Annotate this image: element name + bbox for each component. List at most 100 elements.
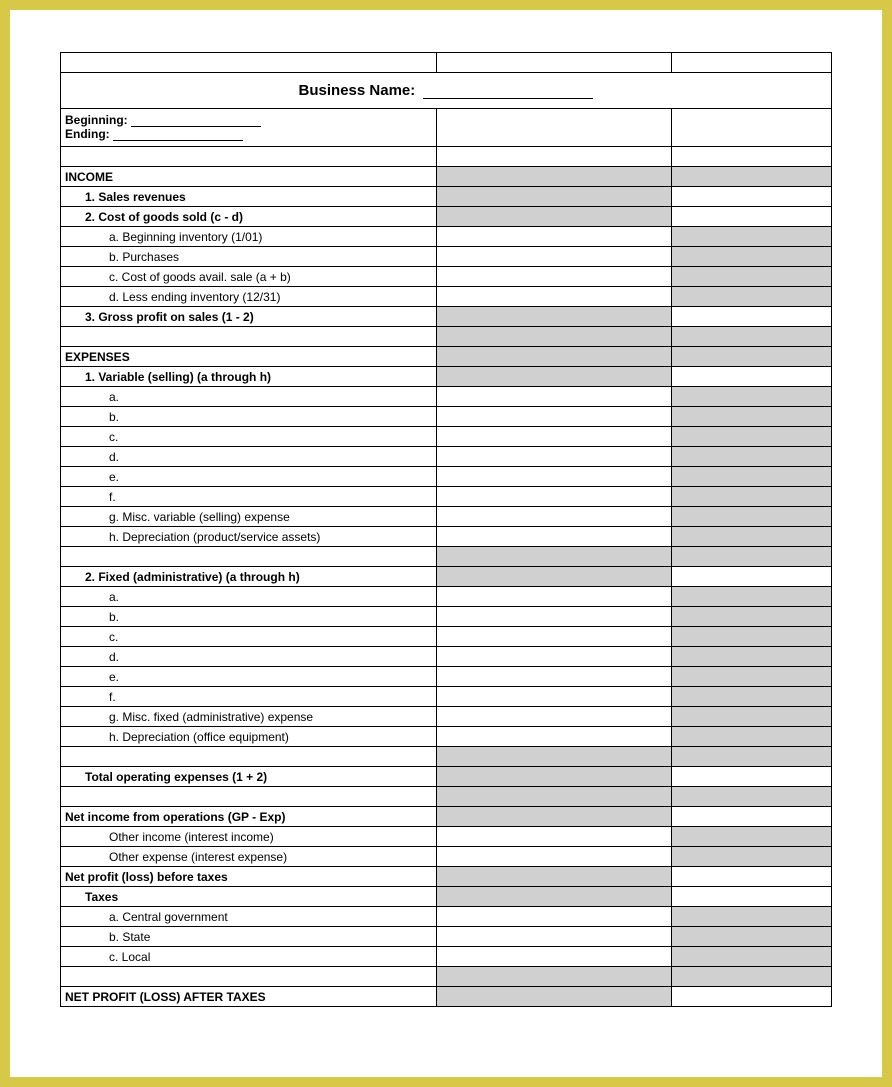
ending-inventory-value[interactable] — [437, 287, 672, 307]
title-row: Business Name: — [61, 73, 832, 109]
fix-b-label: b. — [61, 607, 437, 627]
fixed-total-value[interactable] — [672, 567, 832, 587]
var-e-row: e. — [61, 467, 832, 487]
var-g-row: g. Misc. variable (selling) expense — [61, 507, 832, 527]
var-a-label: a. — [61, 387, 437, 407]
variable-total-value[interactable] — [672, 367, 832, 387]
cost-avail-value[interactable] — [437, 267, 672, 287]
begin-inventory-row: a. Beginning inventory (1/01) — [61, 227, 832, 247]
fix-c-label: c. — [61, 627, 437, 647]
net-before-taxes-value[interactable] — [672, 867, 832, 887]
ending-inventory-row: d. Less ending inventory (12/31) — [61, 287, 832, 307]
blank-row — [61, 547, 832, 567]
var-e-label: e. — [61, 467, 437, 487]
fix-a-label: a. — [61, 587, 437, 607]
other-expense-row: Other expense (interest expense) — [61, 847, 832, 867]
total-op-exp-row: Total operating expenses (1 + 2) — [61, 767, 832, 787]
business-name-blank[interactable] — [423, 85, 593, 99]
gross-profit-label: 3. Gross profit on sales (1 - 2) — [61, 307, 437, 327]
var-c-label: c. — [61, 427, 437, 447]
other-expense-label: Other expense (interest expense) — [61, 847, 437, 867]
var-g-label: g. Misc. variable (selling) expense — [61, 507, 437, 527]
var-d-label: d. — [61, 447, 437, 467]
ending-label: Ending: — [65, 127, 110, 141]
fix-g-label: g. Misc. fixed (administrative) expense — [61, 707, 437, 727]
blank-row — [61, 53, 832, 73]
fix-c-row: c. — [61, 627, 832, 647]
taxes-row: Taxes — [61, 887, 832, 907]
fix-e-label: e. — [61, 667, 437, 687]
blank-row — [61, 747, 832, 767]
document-page: Business Name: Beginning: Ending: INCOME… — [10, 10, 882, 1077]
cogs-value[interactable] — [672, 207, 832, 227]
var-h-row: h. Depreciation (product/service assets) — [61, 527, 832, 547]
var-f-label: f. — [61, 487, 437, 507]
tax-local-row: c. Local — [61, 947, 832, 967]
cogs-row: 2. Cost of goods sold (c - d) — [61, 207, 832, 227]
variable-title: 1. Variable (selling) (a through h) — [61, 367, 437, 387]
net-before-taxes-label: Net profit (loss) before taxes — [61, 867, 437, 887]
net-income-ops-value[interactable] — [672, 807, 832, 827]
expenses-header-row: EXPENSES — [61, 347, 832, 367]
fix-e-row: e. — [61, 667, 832, 687]
other-income-label: Other income (interest income) — [61, 827, 437, 847]
tax-local-label: c. Local — [61, 947, 437, 967]
sales-revenues-label: 1. Sales revenues — [61, 187, 437, 207]
gross-profit-row: 3. Gross profit on sales (1 - 2) — [61, 307, 832, 327]
other-income-row: Other income (interest income) — [61, 827, 832, 847]
var-b-row: b. — [61, 407, 832, 427]
net-after-taxes-row: NET PROFIT (LOSS) AFTER TAXES — [61, 987, 832, 1007]
total-op-exp-value[interactable] — [672, 767, 832, 787]
beginning-blank[interactable] — [131, 115, 261, 127]
income-statement-table: Business Name: Beginning: Ending: INCOME… — [60, 52, 832, 1007]
expenses-title: EXPENSES — [61, 347, 437, 367]
purchases-label: b. Purchases — [61, 247, 437, 267]
fix-a-row: a. — [61, 587, 832, 607]
cost-avail-row: c. Cost of goods avail. sale (a + b) — [61, 267, 832, 287]
income-title: INCOME — [61, 167, 437, 187]
beginning-label: Beginning: — [65, 113, 128, 127]
taxes-value[interactable] — [672, 887, 832, 907]
cost-avail-label: c. Cost of goods avail. sale (a + b) — [61, 267, 437, 287]
net-income-ops-row: Net income from operations (GP - Exp) — [61, 807, 832, 827]
fix-b-row: b. — [61, 607, 832, 627]
tax-state-label: b. State — [61, 927, 437, 947]
tax-state-row: b. State — [61, 927, 832, 947]
blank-row — [61, 147, 832, 167]
taxes-title: Taxes — [61, 887, 437, 907]
purchases-value[interactable] — [437, 247, 672, 267]
blank-row — [61, 327, 832, 347]
fixed-header-row: 2. Fixed (administrative) (a through h) — [61, 567, 832, 587]
fix-f-row: f. — [61, 687, 832, 707]
fix-d-row: d. — [61, 647, 832, 667]
ending-blank[interactable] — [113, 129, 243, 141]
business-name-label: Business Name: — [299, 82, 416, 99]
fix-h-row: h. Depreciation (office equipment) — [61, 727, 832, 747]
fix-h-label: h. Depreciation (office equipment) — [61, 727, 437, 747]
total-op-exp-label: Total operating expenses (1 + 2) — [61, 767, 437, 787]
gross-profit-value[interactable] — [672, 307, 832, 327]
net-after-taxes-value[interactable] — [672, 987, 832, 1007]
net-income-ops-label: Net income from operations (GP - Exp) — [61, 807, 437, 827]
purchases-row: b. Purchases — [61, 247, 832, 267]
blank-row — [61, 967, 832, 987]
ending-inventory-label: d. Less ending inventory (12/31) — [61, 287, 437, 307]
sales-revenues-row: 1. Sales revenues — [61, 187, 832, 207]
blank-row — [61, 787, 832, 807]
period-row: Beginning: Ending: — [61, 109, 832, 147]
begin-inventory-value[interactable] — [437, 227, 672, 247]
income-header-row: INCOME — [61, 167, 832, 187]
var-d-row: d. — [61, 447, 832, 467]
fix-d-label: d. — [61, 647, 437, 667]
variable-header-row: 1. Variable (selling) (a through h) — [61, 367, 832, 387]
tax-central-label: a. Central government — [61, 907, 437, 927]
var-h-label: h. Depreciation (product/service assets) — [61, 527, 437, 547]
begin-inventory-label: a. Beginning inventory (1/01) — [61, 227, 437, 247]
net-before-taxes-row: Net profit (loss) before taxes — [61, 867, 832, 887]
var-a-row: a. — [61, 387, 832, 407]
fix-g-row: g. Misc. fixed (administrative) expense — [61, 707, 832, 727]
var-f-row: f. — [61, 487, 832, 507]
net-after-taxes-label: NET PROFIT (LOSS) AFTER TAXES — [61, 987, 437, 1007]
tax-central-row: a. Central government — [61, 907, 832, 927]
sales-revenues-value[interactable] — [672, 187, 832, 207]
